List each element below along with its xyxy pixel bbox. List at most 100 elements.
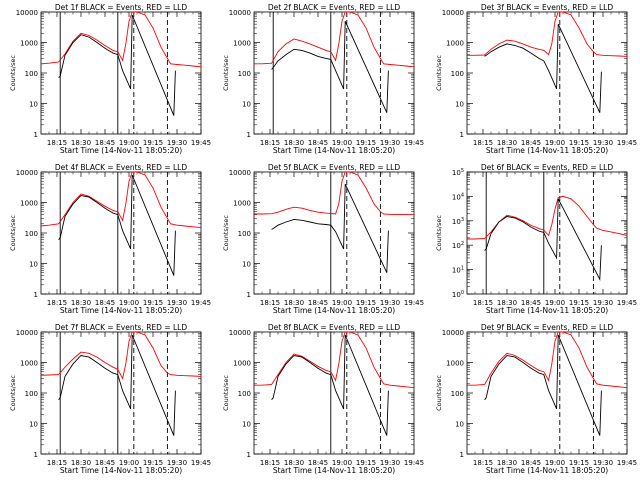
y-tick-label: 100 [25, 390, 38, 398]
series-events-line [58, 14, 176, 116]
y-axis-label: Counts/sec [435, 215, 443, 251]
y-tick-label: 10000 [229, 329, 251, 337]
plot-frame [40, 11, 202, 135]
chart-panel-1: 1 10 100 1000 10000 18:15 18:30 18:45 19:00 19:15… [9, 3, 211, 155]
y-tick-label: 100 [25, 230, 38, 238]
x-tick-label: 18:45 [95, 299, 115, 307]
chart-title: Det 9f BLACK = Events, RED = LLD [481, 323, 614, 332]
x-tick-label: 18:30 [71, 299, 91, 307]
series-group [41, 12, 201, 116]
y-tick-label: 100 [451, 70, 464, 78]
x-tick-label: 19:30 [593, 459, 613, 467]
chart-panel-9: 1 10 100 1000 10000 18:15 18:30 18:45 19:00 19:15… [435, 323, 637, 475]
plot-frame [40, 331, 202, 455]
y-tick-label: 1 [34, 291, 38, 299]
series-lld-line [467, 195, 627, 240]
x-tick-label: 19:45 [617, 139, 637, 147]
x-tick-label: 19:45 [404, 459, 424, 467]
x-tick-label: 19:00 [332, 299, 352, 307]
series-group [467, 195, 627, 281]
chart-title: Det 8f BLACK = Events, RED = LLD [268, 323, 401, 332]
x-tick-label: 19:30 [380, 139, 400, 147]
chart-title: Det 1f BLACK = Events, RED = LLD [55, 3, 188, 12]
x-tick-label: 19:00 [119, 299, 139, 307]
x-tick-label: 18:30 [497, 459, 517, 467]
plot-frame [40, 171, 202, 295]
x-tick-label: 18:15 [260, 139, 280, 147]
chart-title: Det 4f BLACK = Events, RED = LLD [55, 163, 188, 172]
chart-panel-4: 1 10 100 1000 10000 18:15 18:30 18:45 19:00 19:15… [9, 163, 211, 315]
x-tick-label: 19:45 [617, 299, 637, 307]
y-tick-label: 1000 [233, 200, 251, 208]
y-axis-label: Counts/sec [222, 55, 230, 91]
y-tick-label: 10000 [442, 9, 464, 17]
y-tick-label: 10 [29, 101, 38, 109]
series-lld-line [41, 12, 201, 68]
x-tick-label: 19:45 [617, 459, 637, 467]
x-tick-label: 18:15 [473, 459, 493, 467]
x-tick-label: 19:00 [545, 299, 565, 307]
x-tick-label: 18:15 [47, 139, 67, 147]
series-lld-line [467, 332, 627, 389]
y-axis-label: Counts/sec [435, 375, 443, 411]
series-group [41, 172, 201, 276]
x-tick-label: 18:30 [497, 299, 517, 307]
y-tick-label: 100 [25, 70, 38, 78]
y-tick-label: 1 [247, 291, 251, 299]
x-tick-label: 19:15 [356, 459, 376, 467]
x-tick-label: 19:30 [593, 139, 613, 147]
y-tick-label: 10 [455, 421, 464, 429]
y-tick-label: 10 [455, 101, 464, 109]
series-events-line [271, 21, 389, 113]
chart-panel-5: 1 10 100 1000 10000 18:15 18:30 18:45 19:00 19:15… [222, 163, 424, 315]
x-tick-label: 19:00 [332, 139, 352, 147]
y-tick-label: 1000 [233, 360, 251, 368]
y-tick-label: 10 [29, 261, 38, 269]
series-events-line [271, 334, 389, 436]
x-tick-label: 19:45 [404, 139, 424, 147]
chart-title: Det 2f BLACK = Events, RED = LLD [268, 3, 401, 12]
y-tick-label: 10 [242, 101, 251, 109]
series-group [467, 332, 627, 436]
y-tick-label: 10 [242, 421, 251, 429]
y-tick-label: 10000 [229, 9, 251, 17]
y-tick-label: 102 [452, 241, 464, 250]
series-group [254, 12, 414, 113]
chart-title: Det 5f BLACK = Events, RED = LLD [268, 163, 401, 172]
chart-panel-3: 1 10 100 1000 10000 18:15 18:30 18:45 19:00 19:15… [435, 3, 637, 155]
x-tick-label: 19:00 [332, 459, 352, 467]
series-events-line [484, 198, 602, 281]
series-events-line [484, 334, 602, 436]
y-tick-label: 10000 [16, 9, 38, 17]
x-tick-label: 19:15 [569, 299, 589, 307]
chart-panel-8: 1 10 100 1000 10000 18:15 18:30 18:45 19:00 19:15… [222, 323, 424, 475]
x-axis-label: Start Time (14-Nov-11 18:05:20) [60, 466, 182, 475]
series-lld-line [254, 12, 414, 68]
x-axis-label: Start Time (14-Nov-11 18:05:20) [60, 306, 182, 315]
series-group [254, 172, 414, 273]
chart-panel-6: 100 101 102 103 104 105 18:15 18:30 18:45 19:00 19… [435, 163, 637, 315]
y-tick-label: 10 [29, 421, 38, 429]
y-tick-label: 100 [238, 70, 251, 78]
y-axis-label: Counts/sec [9, 55, 17, 91]
series-lld-line [41, 172, 201, 229]
series-group [41, 332, 201, 436]
y-axis-label: Counts/sec [9, 375, 17, 411]
y-tick-label: 100 [238, 230, 251, 238]
x-tick-label: 19:15 [143, 139, 163, 147]
series-events-line [484, 23, 602, 113]
chart-title: Det 6f BLACK = Events, RED = LLD [481, 163, 614, 172]
y-tick-label: 1 [34, 131, 38, 139]
series-events-line [58, 174, 176, 276]
y-tick-label: 1 [34, 451, 38, 459]
y-tick-label: 1000 [446, 360, 464, 368]
y-tick-label: 10 [242, 261, 251, 269]
x-tick-label: 19:45 [191, 139, 211, 147]
x-tick-label: 18:45 [308, 459, 328, 467]
x-tick-label: 18:45 [521, 299, 541, 307]
x-tick-label: 19:15 [569, 459, 589, 467]
x-tick-label: 18:30 [284, 139, 304, 147]
x-tick-label: 18:45 [308, 139, 328, 147]
y-tick-label: 1 [247, 131, 251, 139]
x-tick-label: 19:30 [593, 299, 613, 307]
